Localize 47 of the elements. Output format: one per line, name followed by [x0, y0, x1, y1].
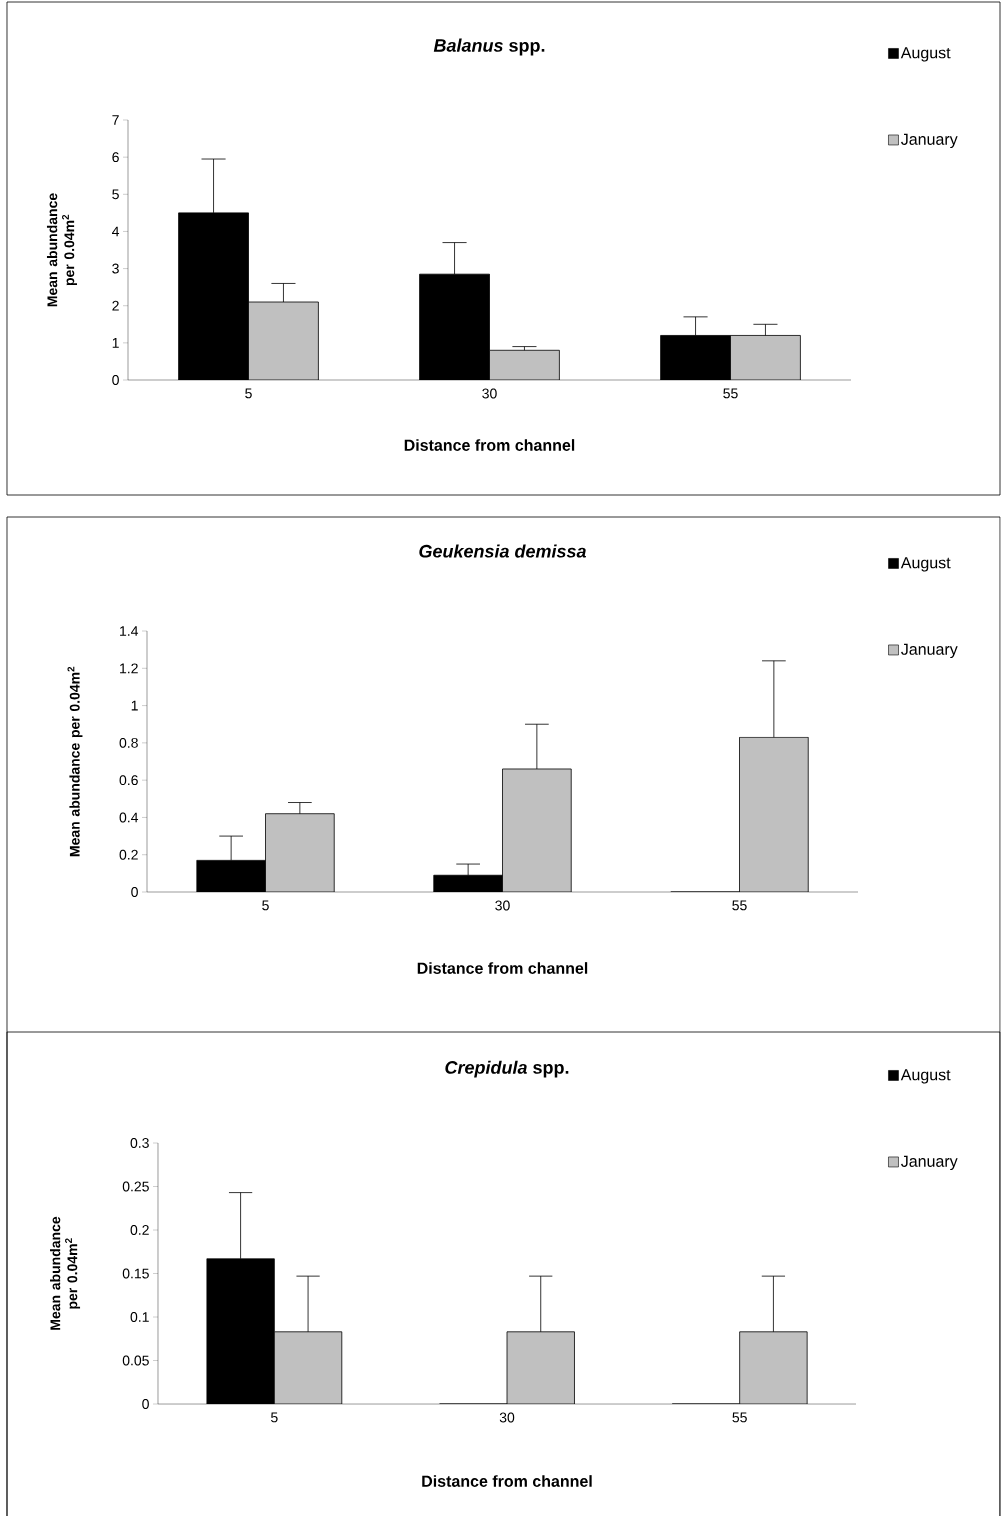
y-tick-label: 0.05	[122, 1355, 149, 1366]
y-tick-label: 2	[112, 300, 119, 311]
chart-title: Crepidula spp.	[445, 1060, 569, 1078]
y-tick-label: 7	[112, 115, 119, 125]
x-tick-label: 5	[271, 1412, 278, 1423]
chart-title: Balanus spp.	[433, 38, 545, 56]
y-tick-label: 0.2	[119, 849, 138, 860]
y-tick-label: 0	[131, 887, 138, 897]
y-tick-label: 0	[112, 375, 119, 385]
x-tick-label: 5	[262, 900, 269, 911]
y-axis-title: Mean abundance per 0.04m$^{2}$	[67, 666, 83, 857]
y-tick-label: 1	[112, 338, 119, 348]
x-tick-label: 30	[482, 388, 497, 399]
y-tick-label: 6	[112, 152, 119, 163]
y-tick-label: 1.4	[120, 626, 139, 636]
x-axis-title: Distance from channel	[417, 962, 588, 974]
x-tick-label: 55	[732, 900, 747, 911]
y-tick-label: 0.8	[119, 737, 138, 748]
x-tick-label: 55	[723, 388, 738, 399]
y-tick-label: 0.2	[130, 1225, 149, 1235]
y-tick-label: 0.15	[122, 1268, 149, 1279]
x-tick-label: 55	[732, 1412, 747, 1423]
x-tick-label: 30	[495, 900, 510, 911]
legend-label: August	[900, 1069, 951, 1084]
y-tick-label: 0	[142, 1399, 149, 1409]
chart-title: Geukensia demissa	[419, 544, 586, 558]
y-axis-title: Mean abundance per 0.04m$^{2}$	[46, 193, 78, 307]
y-axis-title: Mean abundance per 0.04m$^{2}$	[50, 1216, 81, 1330]
y-tick-label: 3	[112, 263, 119, 274]
x-axis-title: Distance from channel	[404, 439, 575, 451]
legend-label: August	[900, 47, 951, 62]
legend-label: January	[901, 1155, 958, 1171]
legend-label: January	[901, 133, 958, 149]
y-tick-label: 4	[111, 226, 120, 237]
legend-label: January	[901, 643, 958, 659]
y-tick-label: 0.25	[122, 1181, 149, 1192]
y-tick-label: 0.6	[119, 775, 138, 786]
y-tick-label: 1.2	[120, 663, 138, 674]
x-tick-label: 5	[245, 388, 252, 399]
x-tick-label: 30	[499, 1412, 515, 1423]
y-tick-label: 0.4	[119, 812, 139, 823]
x-axis-title: Distance from channel	[422, 1475, 592, 1487]
y-tick-label: 0.3	[130, 1138, 149, 1148]
y-tick-label: 1	[131, 700, 138, 711]
y-tick-label: 5	[112, 189, 119, 200]
legend-label: August	[900, 557, 951, 572]
y-tick-label: 0.1	[130, 1312, 149, 1322]
